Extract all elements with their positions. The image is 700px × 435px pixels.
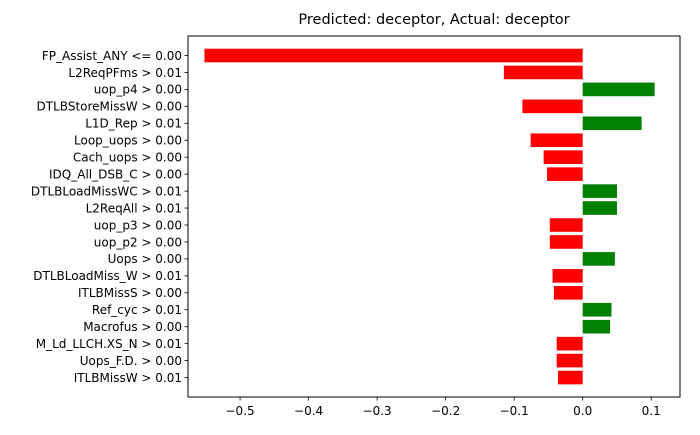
bar: [556, 353, 583, 368]
chart-title: Predicted: deceptor, Actual: deceptor: [298, 12, 569, 28]
bar: [543, 150, 583, 164]
bar: [553, 286, 583, 300]
x-ticks: −0.5 −0.4 −0.3 −0.2 −0.1 0.0 0.1: [226, 397, 661, 418]
y-tick-label: uop_p3 > 0.00: [94, 218, 182, 232]
y-tick-label: L1D_Rep > 0.01: [85, 117, 182, 131]
bar: [582, 201, 617, 215]
y-tick-label: Uops > 0.00: [108, 252, 182, 266]
bar: [204, 48, 583, 63]
y-tick-label: Ref_cyc > 0.01: [92, 303, 182, 317]
y-tick-label: Uops_F.D. > 0.00: [80, 354, 182, 368]
y-tick-label: L2ReqPFms > 0.01: [68, 66, 182, 80]
x-tick-label: −0.3: [363, 404, 392, 418]
y-tick-label: IDQ_All_DSB_C > 0.00: [49, 167, 182, 181]
y-tick-label: Macrofus > 0.00: [83, 320, 182, 334]
bar: [549, 218, 583, 232]
bar: [556, 336, 583, 351]
bar: [547, 167, 583, 181]
bar: [549, 235, 583, 249]
y-tick-label: uop_p2 > 0.00: [94, 235, 182, 249]
bar: [530, 133, 583, 148]
bar: [552, 269, 583, 283]
y-tick-label: ITLBMissW > 0.01: [74, 371, 182, 385]
y-tick-label: Cach_uops > 0.00: [73, 151, 182, 165]
x-tick-label: −0.4: [294, 404, 323, 418]
x-tick-label: 0.1: [642, 404, 661, 418]
y-tick-label: DTLBLoadMissWC > 0.01: [31, 184, 182, 198]
y-tick-label: DTLBLoadMiss_W > 0.01: [33, 269, 182, 283]
bar: [522, 99, 583, 114]
bar: [582, 319, 611, 334]
bar: [582, 82, 655, 97]
y-tick-labels: FP_Assist_ANY <= 0.00 L2ReqPFms > 0.01 uop…: [31, 49, 188, 385]
y-tick-label: DTLBStoreMissW > 0.00: [37, 100, 182, 114]
y-tick-label: M_Ld_LLCH.XS_N > 0.01: [36, 337, 182, 351]
y-tick-label: L2ReqAll > 0.01: [86, 201, 182, 215]
bar: [558, 370, 583, 385]
y-tick-label: uop_p4 > 0.00: [94, 83, 182, 97]
bar: [582, 116, 642, 131]
bar: [582, 184, 617, 198]
x-tick-label: 0.0: [573, 404, 592, 418]
x-tick-label: −0.5: [226, 404, 255, 418]
y-tick-label: ITLBMissS > 0.00: [78, 286, 182, 300]
bar: [503, 65, 583, 80]
bars-group: [204, 48, 655, 385]
x-tick-label: −0.1: [500, 404, 529, 418]
y-tick-label: Loop_uops > 0.00: [74, 134, 182, 148]
bar: [582, 252, 615, 266]
y-tick-label: FP_Assist_ANY <= 0.00: [42, 49, 182, 63]
plot-frame: [187, 35, 681, 398]
x-tick-label: −0.2: [431, 404, 460, 418]
bar: [582, 302, 612, 317]
